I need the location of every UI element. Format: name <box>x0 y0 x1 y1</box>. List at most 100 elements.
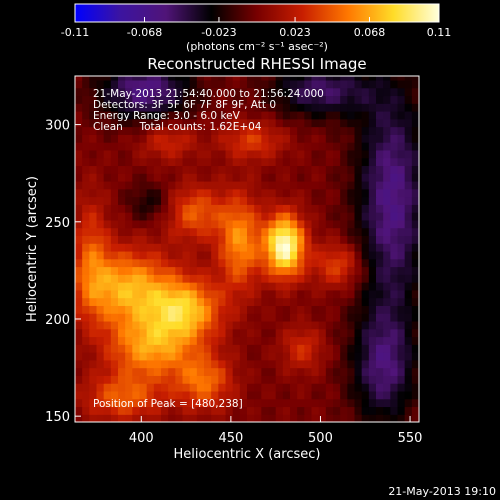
heatmap-cell <box>196 359 205 369</box>
heatmap-cell <box>139 142 148 151</box>
heatmap-cell <box>218 243 227 252</box>
heatmap-cell <box>247 180 255 190</box>
heatmap-cell <box>218 406 227 415</box>
heatmap-cell <box>125 196 133 205</box>
heatmap-cell <box>397 414 406 422</box>
heatmap-cell <box>239 188 248 198</box>
heatmap-cell <box>132 118 141 128</box>
heatmap-cell <box>275 103 284 112</box>
heatmap-cell <box>247 95 255 104</box>
heatmap-cell <box>340 274 348 283</box>
heatmap-cell <box>376 282 384 291</box>
heatmap-cell <box>168 336 176 345</box>
heatmap-cell <box>168 398 176 408</box>
heatmap-cell <box>168 212 176 221</box>
heatmap-cell <box>161 180 169 190</box>
heatmap-cell <box>161 398 169 408</box>
heatmap-cell <box>297 305 305 314</box>
heatmap-cell <box>182 149 191 159</box>
heatmap-cell <box>125 243 133 252</box>
heatmap-cell <box>204 406 212 415</box>
heatmap-cell <box>247 243 255 252</box>
heatmap-cell <box>232 383 241 392</box>
heatmap-cell <box>325 282 334 291</box>
heatmap-cell <box>254 414 262 422</box>
x-tick-label: 550 <box>398 431 423 446</box>
heatmap-cell <box>318 118 327 128</box>
heatmap-cell <box>125 282 133 291</box>
heatmap-cell <box>325 289 334 299</box>
heatmap-cell <box>103 282 112 291</box>
heatmap-cell <box>325 180 334 190</box>
heatmap-cell <box>404 219 413 229</box>
heatmap-cell <box>110 313 119 322</box>
heatmap-cell <box>239 204 248 213</box>
heatmap-cell <box>361 227 370 236</box>
heatmap-cell <box>225 95 234 104</box>
heatmap-cell <box>103 196 112 205</box>
heatmap-cell <box>354 305 363 314</box>
heatmap-cell <box>82 336 90 345</box>
heatmap-cell <box>110 235 119 244</box>
heatmap-cell <box>118 79 126 89</box>
heatmap-cell <box>354 344 363 353</box>
heatmap-cell <box>390 173 399 182</box>
heatmap-cell <box>304 134 313 143</box>
heatmap-cell <box>340 173 348 182</box>
heatmap-cell <box>132 212 141 221</box>
heatmap-cell <box>275 227 284 236</box>
heatmap-cell <box>189 297 198 306</box>
heatmap-cell <box>318 375 327 384</box>
heatmap-cell <box>153 196 162 205</box>
heatmap-cell <box>275 274 284 283</box>
heatmap-cell <box>175 219 184 229</box>
heatmap-cell <box>361 103 370 112</box>
heatmap-cell <box>383 134 391 143</box>
heatmap-cell <box>411 157 419 167</box>
heatmap-cell <box>390 95 399 104</box>
heatmap-cell <box>247 390 255 400</box>
heatmap-cell <box>304 344 313 353</box>
heatmap-cell <box>218 359 227 369</box>
heatmap-cell <box>82 134 90 143</box>
heatmap-cell <box>146 76 155 81</box>
heatmap-cell <box>225 165 234 174</box>
heatmap-cell <box>297 227 305 236</box>
heatmap-cell <box>282 359 291 369</box>
heatmap-cell <box>204 149 212 159</box>
heatmap-cell <box>318 79 327 89</box>
heatmap-cell <box>146 297 155 306</box>
heatmap-cell <box>182 398 191 408</box>
heatmap-cell <box>383 383 391 392</box>
heatmap-cell <box>297 196 305 205</box>
heatmap-cell <box>282 227 291 236</box>
heatmap-cell <box>211 212 219 221</box>
heatmap-cell <box>383 188 391 198</box>
heatmap-cell <box>275 126 284 135</box>
heatmap-cell <box>204 157 212 167</box>
heatmap-cell <box>340 142 348 151</box>
heatmap-cell <box>75 87 83 97</box>
heatmap-cell <box>82 344 90 353</box>
heatmap-cell <box>376 398 384 408</box>
heatmap-cell <box>397 243 406 252</box>
heatmap-cell <box>211 375 219 384</box>
heatmap-cell <box>340 212 348 221</box>
heatmap-cell <box>268 289 277 299</box>
heatmap-cell <box>268 243 277 252</box>
heatmap-cell <box>239 352 248 361</box>
heatmap-cell <box>218 142 227 151</box>
heatmap-cell <box>82 406 90 415</box>
heatmap-cell <box>354 367 363 376</box>
heatmap-cell <box>196 157 205 167</box>
heatmap-cell <box>139 282 148 291</box>
heatmap-cell <box>239 305 248 314</box>
heatmap-cell <box>261 157 270 167</box>
heatmap-cell <box>75 157 83 167</box>
heatmap-cell <box>153 103 162 112</box>
heatmap-cell <box>75 126 83 135</box>
heatmap-cell <box>325 398 334 408</box>
heatmap-cell <box>411 126 419 135</box>
heatmap-cell <box>153 266 162 275</box>
heatmap-cell <box>354 274 363 283</box>
